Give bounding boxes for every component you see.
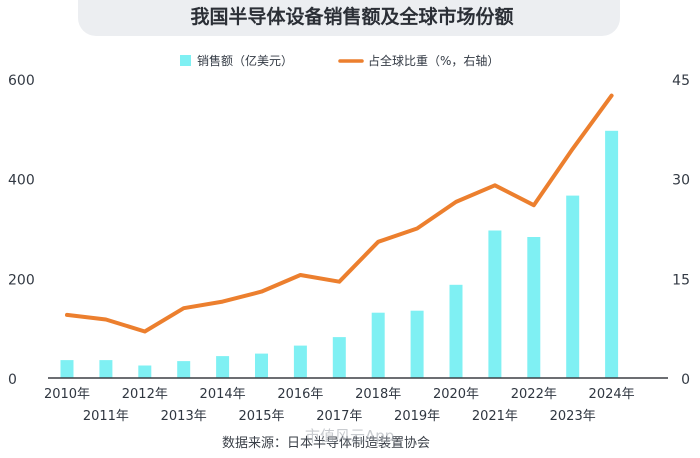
bar <box>371 312 385 378</box>
line-point <box>104 318 108 321</box>
left-tick-label: 600 <box>8 73 35 89</box>
x-tick-label: 2014年 <box>200 387 246 402</box>
legend-bar-label: 销售额（亿美元） <box>197 53 293 68</box>
line-point <box>376 240 380 244</box>
line-point <box>610 94 614 98</box>
line-point <box>571 147 575 151</box>
x-tick-label: 2021年 <box>472 409 518 424</box>
bar <box>605 130 619 378</box>
x-tick-label: 2024年 <box>589 387 635 402</box>
line-point <box>182 306 186 310</box>
x-tick-label: 2020年 <box>433 387 479 402</box>
line-point <box>415 227 419 230</box>
left-tick-label: 200 <box>8 272 35 288</box>
bar <box>255 353 268 378</box>
bar <box>99 360 113 378</box>
legend-line-label: 占全球比重（%，右轴） <box>368 53 499 68</box>
x-tick-label: 2013年 <box>161 409 207 424</box>
line-point <box>298 273 302 277</box>
left-tick-label: 400 <box>8 173 35 189</box>
left-axis: 0 200 400 600 <box>8 73 35 388</box>
right-tick-label: 0 <box>681 372 690 388</box>
line-point <box>337 280 341 284</box>
x-tick-label: 2011年 <box>83 409 129 424</box>
bar <box>332 337 346 378</box>
line-point <box>454 200 458 204</box>
chart-title: 我国半导体设备销售额及全球市场份额 <box>190 5 513 28</box>
x-tick-label: 2019年 <box>394 409 440 424</box>
right-axis: 0 15 30 45 <box>672 73 690 388</box>
bar-series <box>60 130 619 378</box>
x-axis: 2010年 2011年 2012年 2013年 2014年 2015年 2016年 2017年… <box>44 387 635 424</box>
line-point <box>143 330 147 333</box>
bar <box>410 310 424 378</box>
x-tick-label: 2012年 <box>122 387 168 402</box>
title-band <box>78 0 620 36</box>
right-tick-label: 45 <box>672 73 690 89</box>
x-tick-label: 2018年 <box>355 387 401 402</box>
bar <box>566 195 580 378</box>
bar <box>488 230 502 378</box>
x-tick-label: 2022年 <box>511 387 557 402</box>
watermark: 市值风云App <box>305 427 394 445</box>
x-tick-label: 2016年 <box>277 387 323 402</box>
x-tick-label: 2015年 <box>238 409 284 424</box>
bar <box>449 284 463 378</box>
legend-bar-swatch <box>180 55 191 66</box>
bar <box>177 361 191 378</box>
line-point <box>493 183 497 187</box>
line-point <box>532 203 536 207</box>
bar <box>293 345 307 378</box>
bar <box>527 237 541 378</box>
bar <box>216 356 230 378</box>
bar <box>60 360 74 378</box>
line-point <box>260 290 263 294</box>
line-point <box>221 300 225 304</box>
right-tick-label: 30 <box>672 173 690 189</box>
x-tick-label: 2010年 <box>44 387 90 402</box>
line-point <box>65 313 69 317</box>
x-tick-label: 2023年 <box>550 409 596 424</box>
bar <box>138 365 152 378</box>
line-series-layer <box>65 93 614 334</box>
left-tick-label: 0 <box>8 372 17 388</box>
right-tick-label: 15 <box>672 272 690 288</box>
source-note: 数据来源：日本半导体制造装置协会 <box>222 436 430 451</box>
x-tick-label: 2017年 <box>316 409 362 424</box>
